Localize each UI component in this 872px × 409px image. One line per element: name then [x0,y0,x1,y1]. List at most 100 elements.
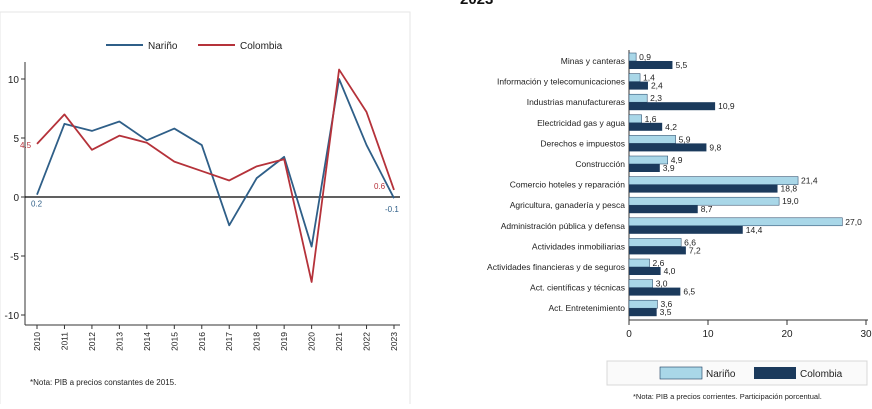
colombia-bar [629,225,743,234]
bar-x-tick-label: 10 [702,329,714,340]
bar-category-label: Industrias manufactureras [527,97,625,107]
line-x-tick-label: 2017 [224,332,234,351]
colombia-bar-value: 18,8 [781,184,798,194]
narino-bar [628,52,637,62]
line-x-tick-label: 2014 [142,332,152,351]
narino-bar-value: 19,0 [782,196,799,206]
colombia-bar-value: 3,9 [663,163,675,173]
colombia-bar [629,246,686,255]
colombia-bar [629,143,707,152]
colombia-bar-value: 8,7 [701,204,713,214]
colombia-bar-value: 14,4 [746,225,763,235]
colombia-bar-value: 9,8 [709,142,721,152]
line-legend: Nariño Colombia [106,41,283,52]
line-y-tick-label: 0 [13,193,19,204]
colombia-bar [629,308,657,317]
narino-bar [628,299,658,309]
line-x-tick-label: 2021 [334,332,344,351]
line-x-tick-label: 2020 [307,332,317,351]
colombia-bar-value: 7,2 [689,245,701,255]
line-x-tick-label: 2013 [114,332,124,351]
bar-x-tick-label: 30 [860,329,872,340]
bar-category-label: Construcción [575,159,625,169]
line-y-tick-label: -5 [10,252,19,263]
narino-bar [628,238,682,247]
narino-bar-value: 6,6 [684,237,696,247]
narino-bar-value: 5,9 [679,134,691,144]
bar-category-label: Act. científicas y técnicas [530,283,625,293]
legend-colombia-label: Colombia [240,41,283,52]
line-x-tick-label: 2019 [279,332,289,351]
bar-category-label: Electricidad gas y agua [537,118,625,128]
line-x-tick-label: 2023 [389,332,399,351]
colombia-start-label: 4.5 [20,141,32,150]
colombia-bar [629,267,661,275]
bar-chart-note: *Nota: PIB a precios corrientes. Partici… [633,392,822,401]
colombia-bar [629,81,648,90]
colombia-bar-value: 6,5 [683,287,695,297]
bar-x-tick-label: 0 [626,329,632,340]
narino-bar-value: 0,9 [639,52,651,62]
narino-bar-value: 27,0 [845,217,862,227]
colombia-end-label: 0.6 [374,182,386,191]
narino-bar-value: 21,4 [801,176,818,186]
line-x-ticks: 2010 2011 2012 2013 2014 2015 2016 2017 2018 2019… [32,325,399,351]
bar-category-label: Actividades inmobiliarias [532,241,625,251]
bar-category-label: Información y telecomunicaciones [497,77,625,87]
line-x-tick-label: 2012 [87,332,97,351]
colombia-bar [629,122,663,131]
line-series [36,68,395,283]
legend-narino-bar-label: Nariño [706,369,736,380]
line-point-labels: 0.2 4.5 0.6 -0.1 [20,141,399,214]
narino-bar [628,176,799,185]
colombia-bar-value: 5,5 [675,60,687,70]
colombia-bar [629,102,716,111]
line-x-tick-label: 2015 [169,332,179,351]
bar-category-label: Minas y canteras [561,56,625,66]
cropped-header-text: 2023 [460,0,493,8]
line-x-tick-label: 2018 [252,332,262,351]
narino-bar-value: 4,9 [671,155,683,165]
bar-category-label: Act. Entretenimiento [548,303,625,313]
bar-legend: Nariño Colombia [606,360,868,386]
legend-colombia-bar-label: Colombia [800,369,843,380]
colombia-bar-value: 3,5 [660,307,672,317]
legend-colombia-bar-swatch [754,367,796,379]
colombia-bar [629,287,681,296]
narino-bar-value: 3,0 [656,279,668,289]
colombia-bar [629,184,778,193]
colombia-bar-value: 4,0 [664,266,676,276]
colombia-series-line [36,68,395,283]
colombia-bar-value: 4,2 [665,122,677,132]
narino-bar [628,217,843,227]
narino-end-label: -0.1 [385,205,399,214]
legend-narino-bar-swatch [659,366,703,380]
bar-marks: 0,9 5,5 1,42,4 2,3 10,9 1,6 4,25,9 9,8 4,93,9 21,… [628,52,862,317]
bar-category-label: Comercio hoteles y reparación [510,180,626,190]
narino-bar [628,258,650,268]
bar-x-ticks: 0 10 20 30 [626,320,872,340]
narino-bar [628,279,653,288]
line-x-tick-label: 2016 [197,332,207,351]
narino-bar-value: 1,4 [643,73,655,83]
narino-bar [628,73,641,82]
narino-bar-value: 1,6 [645,114,657,124]
bar-category-label: Agricultura, ganadería y pesca [510,200,626,210]
line-y-ticks: 10 5 0 -5 -10 [5,75,25,322]
narino-bar-value: 3,6 [660,299,672,309]
colombia-bar-value: 10,9 [718,101,735,111]
bar-chart: Minas y canteras Información y telecomuni… [487,50,872,386]
bar-x-tick-label: 20 [781,329,793,340]
bar-category-label: Derechos e impuestos [540,138,625,148]
line-chart-note: *Nota: PIB a precios constantes de 2015. [30,378,177,387]
line-x-tick-label: 2010 [32,332,42,351]
colombia-bar [629,61,673,69]
colombia-bar [629,205,698,214]
bar-legend-frame [606,360,868,386]
narino-bar [628,114,642,124]
colombia-bar [629,164,660,172]
colombia-bar-value: 2,4 [651,81,663,91]
